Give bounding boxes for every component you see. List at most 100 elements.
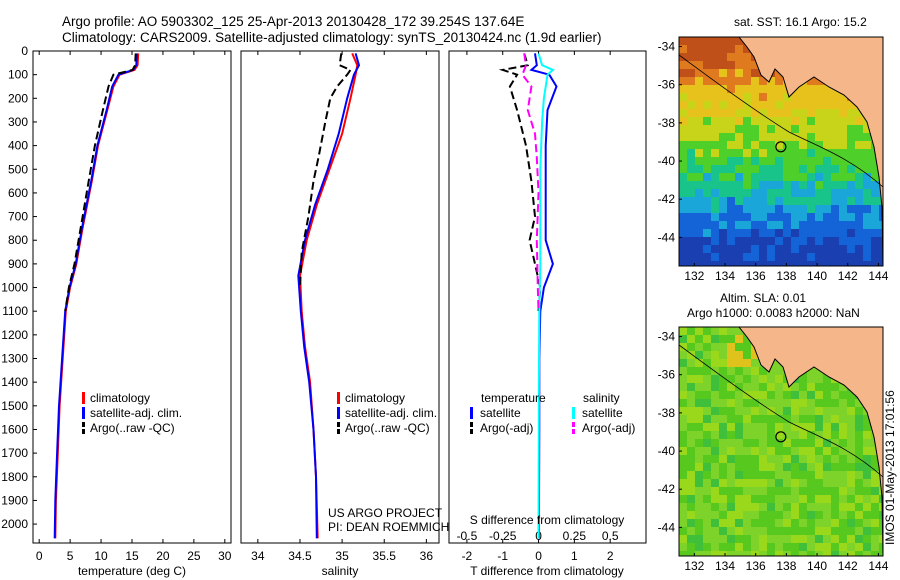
x-tick-label: 2 [607, 549, 614, 563]
salinity-panel: 34 34.5 35 35.5 36 salinity climatology sate… [240, 50, 449, 578]
y-tick-label: 300 [8, 115, 28, 129]
series-line-1 [53, 53, 138, 539]
header-line-2: Climatology: CARS2009. Satellite-adjuste… [62, 30, 602, 45]
series-line-0 [529, 53, 558, 539]
temperature-panel: 0100200300400500600700800900100011001200… [1, 44, 232, 578]
land-mask [738, 37, 883, 266]
map-y-tick-label: -36 [658, 78, 676, 92]
project-label: US ARGO PROJECT [328, 506, 443, 520]
x-tick-label: 20 [156, 549, 170, 563]
pi-label: PI: DEAN ROEMMICH [328, 520, 449, 534]
salinity-ticks: 34 34.5 35 35.5 36 [251, 51, 433, 563]
difference-legend: temperature salinity satellite Argo(-adj… [470, 391, 635, 435]
x-tick-label: 35.5 [373, 549, 397, 563]
map-x-tick-label: 138 [776, 559, 796, 573]
series-line-0 [298, 53, 359, 539]
map-y-tick-label: -36 [658, 368, 676, 382]
t-difference-xlabel: T difference from climatology [470, 564, 624, 578]
y-tick-label: 1600 [1, 422, 28, 436]
y-tick-label: 1100 [2, 304, 28, 318]
sla-map: Altim. SLA: 0.01 Argo h1000: 0.0083 h200… [658, 291, 889, 573]
x-tick-label: 35 [335, 549, 349, 563]
difference-ticks: -2 -1 0 1 2-0.5 -0.25 0 0.25 0.5 [457, 51, 619, 563]
x-tick-label: 30 [218, 549, 232, 563]
series-line-2 [64, 53, 137, 312]
map-x-tick-label: 140 [807, 269, 827, 283]
y-tick-label: 1800 [1, 470, 28, 484]
map-y-tick-label: -38 [658, 116, 676, 130]
sst-map: sat. SST: 16.1 Argo: 15.2 132 134 136 138 14… [658, 15, 889, 283]
s-tick-label: -0.5 [457, 529, 478, 543]
y-tick-label: 600 [8, 186, 28, 200]
legend-swatch-climatology [82, 392, 85, 404]
series-line-1 [297, 53, 361, 539]
legend-temp-argo: Argo(-adj) [480, 421, 533, 435]
sst-map-ticks: 132 134 136 138 140 142 144 -34 -36 -38 -40 -42 -44 [658, 40, 889, 283]
legend-swatch-argo [82, 422, 85, 427]
argo-position-marker-2 [775, 431, 787, 443]
map-x-tick-label: 144 [868, 559, 888, 573]
legend-sal-satellite: satellite [582, 406, 623, 420]
x-tick-label: 10 [94, 549, 108, 563]
series-line-2 [299, 53, 353, 288]
series-line-1 [498, 53, 542, 312]
x-tick-label: -1 [497, 549, 508, 563]
legend-temp-satellite: satellite [480, 406, 521, 420]
legend-label-satellite: satellite-adj. clim. [90, 406, 182, 420]
y-tick-label: 1900 [1, 493, 28, 507]
argo-position-marker [775, 141, 787, 153]
map-x-tick-label: 138 [776, 269, 796, 283]
imos-timestamp: IMOS 01-May-2013 17:01:56 [883, 390, 897, 545]
y-tick-label: 500 [8, 162, 28, 176]
map-y-tick-label: -40 [658, 154, 676, 168]
x-tick-label: 1 [571, 549, 578, 563]
map-y-tick-label: -44 [658, 520, 676, 534]
x-tick-label: 34 [251, 549, 265, 563]
y-tick-label: 800 [8, 233, 28, 247]
map-y-tick-label: -42 [658, 482, 676, 496]
temperature-series [53, 53, 140, 539]
sla-map-title: Altim. SLA: 0.01 [720, 291, 806, 305]
salinity-legend-climatology: climatology [345, 391, 405, 405]
salinity-legend: climatology satellite-adj. clim. Argo(..… [337, 391, 437, 435]
sla-map-ticks: 132 134 136 138 140 142 144 -34 -36 -38 -40 -42 -44 [658, 330, 889, 573]
map-y-tick-label: -40 [658, 444, 676, 458]
difference-series [498, 53, 558, 539]
sla-map-subtitle: Argo h1000: 0.0083 h2000: NaN [687, 306, 860, 320]
temperature-axes [32, 50, 232, 544]
y-tick-label: 1000 [1, 281, 28, 295]
y-tick-label: 200 [8, 91, 28, 105]
y-tick-label: 700 [8, 210, 28, 224]
x-tick-label: 15 [125, 549, 139, 563]
map-x-tick-label: 136 [746, 559, 766, 573]
s-difference-title: S difference from climatology [470, 513, 625, 527]
land-mask-2 [738, 327, 883, 556]
map-y-tick-label: -34 [658, 330, 676, 344]
y-tick-label: 1500 [1, 399, 28, 413]
map-y-tick-label: -34 [658, 40, 676, 54]
map-x-tick-label: 142 [838, 559, 858, 573]
legend-header-salinity: salinity [583, 391, 620, 405]
legend-sal-argo: Argo(-adj) [582, 421, 635, 435]
x-tick-label: 34.5 [288, 549, 312, 563]
map-y-tick-label: -42 [658, 192, 676, 206]
map-x-tick-label: 134 [715, 559, 735, 573]
salinity-xlabel: salinity [322, 564, 359, 578]
s-tick-label: 0.5 [602, 529, 619, 543]
legend-header-temperature: temperature [481, 391, 546, 405]
difference-axes [448, 50, 647, 544]
x-tick-label: 5 [67, 549, 74, 563]
map-x-tick-label: 140 [807, 559, 827, 573]
y-tick-label: 900 [8, 257, 28, 271]
temperature-xlabel: temperature (deg C) [78, 564, 186, 578]
salinity-legend-satellite: satellite-adj. clim. [345, 406, 437, 420]
salinity-legend-argo: Argo(..raw -QC) [345, 421, 430, 435]
map-x-tick-label: 142 [838, 269, 858, 283]
depth-ticks: 0 100 200 300 400 500 600 700 800 900 1000 1100 1200… [1, 44, 37, 531]
s-tick-label: -0.25 [489, 529, 517, 543]
y-tick-label: 1300 [1, 352, 28, 366]
header-line-1: Argo profile: AO 5903302_125 25-Apr-2013… [62, 14, 524, 29]
legend-swatch-satellite [82, 407, 85, 419]
difference-panel: -2 -1 0 1 2-0.5 -0.25 0 0.25 0.5 T difference fr… [448, 50, 647, 578]
